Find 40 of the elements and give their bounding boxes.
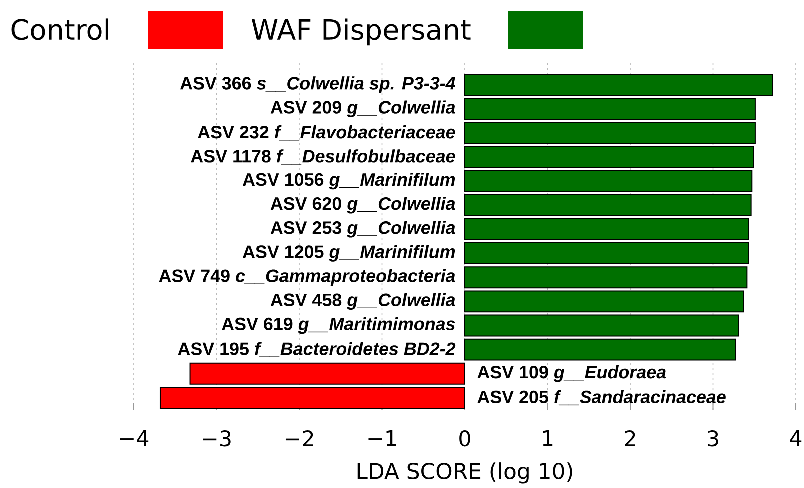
bar (464, 314, 740, 337)
bar (464, 266, 748, 289)
bar (464, 242, 750, 264)
y-tick-label: ASV 619 g__Maritimimonas (222, 317, 456, 334)
x-tick-label: −4 (120, 430, 149, 446)
x-tick-label: 1 (543, 430, 553, 446)
bar (464, 74, 774, 96)
bar (464, 98, 756, 120)
x-tick-label: 3 (708, 430, 718, 447)
legend-label: Control (12, 18, 108, 40)
y-tick-label: ASV 1056 g__Marinifilum (242, 172, 456, 190)
y-tick-label: ASV 109 g__Eudoraea (478, 366, 666, 382)
y-tick-label: ASV 620 g__Colwellia (270, 197, 456, 214)
bar (464, 218, 750, 240)
bar (464, 338, 736, 361)
x-axis-title: LDA SCORE (log 10) (358, 462, 572, 484)
bar (464, 290, 744, 313)
bar (464, 194, 752, 216)
bar (464, 170, 753, 192)
x-tick-label: −3 (203, 430, 231, 447)
bar (464, 122, 756, 144)
y-tick-label: ASV 366 s__Colwellia sp. P3-3-4 (180, 76, 456, 94)
bar (190, 362, 466, 385)
x-tick-label: 4 (790, 430, 802, 446)
bar (464, 146, 754, 168)
x-tick-label: 2 (625, 430, 636, 446)
y-tick-label: ASV 205 f__Sandaracinaceae (478, 390, 726, 406)
y-tick-label: ASV 749 c__Gammaproteobacteria (159, 269, 456, 286)
y-tick-label: ASV 232 f__Flavobacteriaceae (198, 126, 456, 141)
x-tick-label: −1 (368, 430, 396, 446)
x-tick-label: 0 (460, 430, 470, 447)
x-tick-label: −2 (286, 430, 314, 446)
y-tick-label: ASV 1205 g__Marinifilum (242, 245, 456, 262)
y-tick-label: ASV 458 g__Colwellia (270, 293, 456, 310)
legend-label: WAF Dispersant (252, 18, 471, 46)
y-tick-label: ASV 195 f__Bacteroidetes BD2-2 (178, 342, 456, 358)
bar (160, 386, 466, 409)
y-tick-label: ASV 253 g__Colwellia (270, 221, 456, 238)
y-tick-label: ASV 209 g__Colwellia (270, 100, 456, 118)
y-tick-label: ASV 1178 f__Desulfobulbaceae (191, 150, 456, 165)
